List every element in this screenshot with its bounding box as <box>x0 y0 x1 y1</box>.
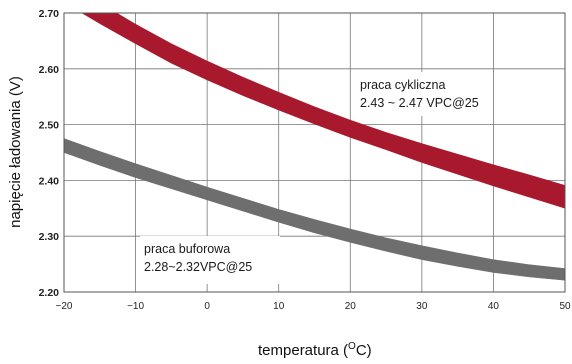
annotation-buffer-line2: 2.28~2.32VPC@25 <box>144 260 252 274</box>
x-tick-label: 30 <box>416 301 428 312</box>
x-axis-title: temperatura (OC) <box>258 341 372 359</box>
y-tick-labels: 2.20 2.30 2.40 2.50 2.60 2.70 <box>39 8 60 299</box>
annotation-buffer-line1: praca buforowa <box>144 242 230 256</box>
x-tick-label: −20 <box>56 301 73 312</box>
y-tick-label: 2.70 <box>39 8 60 20</box>
grid-lines <box>64 13 565 292</box>
series-bands <box>64 13 565 281</box>
x-tick-label: 0 <box>204 301 210 312</box>
annotation-cyclic-line1: praca cykliczna <box>360 78 445 92</box>
y-tick-label: 2.30 <box>39 231 60 243</box>
x-tick-label: 50 <box>559 301 571 312</box>
plot-frame <box>63 12 566 293</box>
annotation-buffer-box <box>140 236 280 284</box>
x-tick-label: 20 <box>345 301 357 312</box>
x-tick-label: −10 <box>127 301 144 312</box>
y-tick-label: 2.20 <box>39 287 60 299</box>
y-tick-label: 2.40 <box>39 175 60 187</box>
y-tick-label: 2.60 <box>39 64 60 76</box>
x-axis-title-degree: O <box>348 341 356 352</box>
x-tick-label: 40 <box>488 301 500 312</box>
series-band-buffer <box>64 138 565 281</box>
x-tick-label: 10 <box>273 301 285 312</box>
x-axis-title-tail: C) <box>356 342 372 359</box>
series-band-cyclic <box>81 13 565 209</box>
y-axis-title: napięcie ładowania (V) <box>7 76 24 228</box>
x-tick-labels: −20 −10 0 10 20 30 40 50 <box>56 301 571 312</box>
y-tick-label: 2.50 <box>39 120 60 132</box>
annotation-cyclic-box <box>353 72 485 116</box>
x-axis-title-main: temperatura ( <box>258 342 348 359</box>
annotation-cyclic-line2: 2.43 ~ 2.47 VPC@25 <box>360 96 479 110</box>
